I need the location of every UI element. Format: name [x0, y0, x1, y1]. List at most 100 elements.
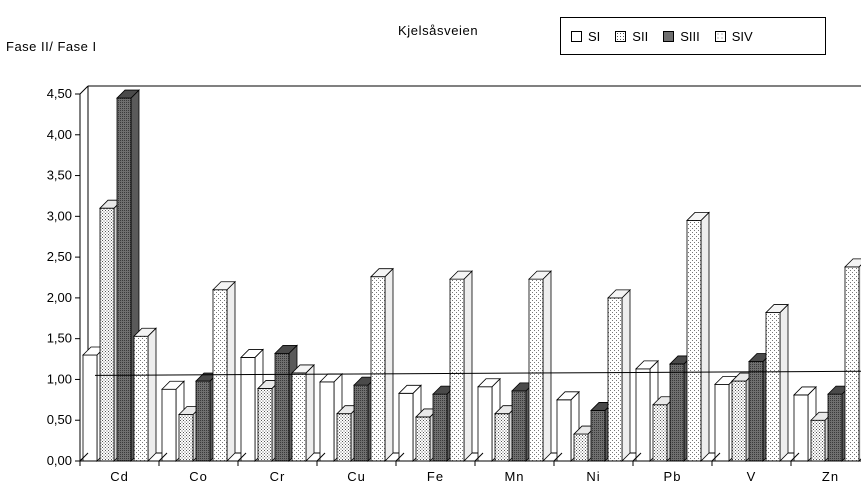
bar-front [353, 384, 369, 462]
legend-swatch-si [571, 30, 582, 42]
y-tick-label: 2,00 [47, 290, 72, 305]
bar-front [116, 97, 132, 462]
bar-front [82, 354, 98, 462]
y-tick-label: 2,50 [47, 249, 72, 264]
bar-top [398, 384, 422, 394]
x-tick-diagonal [711, 452, 721, 462]
legend-item-siv: SIV [714, 28, 753, 44]
x-tick-diagonal [237, 452, 247, 462]
x-tick-label-co: Co [189, 469, 208, 484]
chart-title: Kjelsåsveien [398, 23, 479, 38]
x-tick-diagonal [395, 452, 405, 462]
bar-top [844, 258, 861, 268]
legend-item-sii: SII [615, 29, 648, 44]
y-axis: 0,00 0,50 1,00 1,50 2,00 2,50 3,00 3,50 4,00 4,50 [47, 86, 81, 468]
legend-label-siv: SIV [731, 28, 753, 44]
bar-top [528, 270, 552, 280]
legend-label-sii: SII [632, 28, 649, 44]
legend-swatch-siv [714, 30, 726, 42]
y-axis-title: Fase II/ Fase I [6, 39, 97, 54]
bar-side [621, 288, 631, 462]
x-tick-diagonal [553, 452, 563, 462]
bar-front [573, 433, 589, 462]
bar-siv-pb [686, 211, 710, 462]
bar-front [195, 380, 211, 462]
x-tick-diagonal [632, 452, 642, 462]
y-tick-label: 1,00 [47, 371, 72, 386]
y-tick-label: 3,50 [47, 168, 72, 183]
bar-side [779, 303, 789, 462]
bar-front [714, 383, 730, 462]
y-tick-label: 0,00 [47, 453, 72, 468]
bar-top [161, 380, 185, 390]
bar-side [384, 267, 394, 462]
x-tick-diagonal [474, 452, 484, 462]
bar-top [291, 364, 315, 374]
bar-top [133, 327, 157, 337]
bar-top [212, 281, 236, 291]
bar-side [147, 327, 157, 462]
legend-label-siii: SIII [680, 28, 700, 44]
x-tick-diagonal [316, 452, 326, 462]
bar-siv-ni [607, 288, 631, 462]
x-tick-label-pb: Pb [664, 469, 682, 484]
bar-front [477, 386, 493, 462]
reference-line-group [94, 370, 861, 376]
bar-top [765, 304, 789, 313]
bar-side [542, 270, 552, 462]
bars [82, 89, 861, 462]
x-tick-label-ni: Ni [586, 469, 600, 484]
bar-front [398, 392, 414, 462]
bar-front [99, 207, 115, 462]
y-tick-label: 4,50 [47, 86, 72, 101]
bar-siv-cd [133, 327, 157, 462]
legend: SI SII SIII SIV [560, 17, 826, 55]
bar-top [635, 360, 659, 370]
bar-front [257, 388, 273, 462]
bar-top [116, 89, 140, 99]
bar-front [686, 220, 702, 462]
bar-siv-fe [449, 270, 473, 462]
bar-front [556, 399, 572, 462]
bar-siv-cr [291, 363, 315, 462]
bar-siv-mn [528, 270, 552, 462]
x-tick-label-cr: Cr [270, 469, 286, 484]
bar-top [793, 386, 817, 396]
legend-item-si: SI [571, 29, 600, 44]
bar-top [686, 212, 710, 221]
bar-front [607, 297, 623, 462]
bar-front [274, 352, 290, 462]
frame-top-corner [79, 85, 89, 95]
legend-swatch-sii [615, 30, 627, 42]
x-axis: Cd Co Cr Cu Fe Mn Ni Pb V Zn [79, 452, 861, 484]
bar-top [274, 344, 298, 354]
bar-si-zn [793, 385, 817, 462]
bar-sii-zn [810, 411, 834, 462]
bar-top [240, 349, 264, 358]
bar-siv-v [765, 303, 789, 462]
y-tick-label: 0,50 [47, 412, 72, 427]
bar-siv-co [212, 280, 236, 462]
legend-swatch-siii [663, 30, 675, 42]
bar-top [556, 391, 580, 401]
bar-top [370, 268, 394, 278]
bar-front [511, 390, 527, 462]
y-tick-label: 3,00 [47, 208, 72, 223]
bar-front [432, 393, 448, 462]
reference-line [94, 370, 861, 376]
x-tick-label-cd: Cd [110, 469, 129, 484]
bar-front [765, 312, 781, 462]
bar-front [669, 363, 685, 462]
bar-front [528, 278, 544, 462]
bar-side [226, 280, 236, 462]
bar-front [133, 335, 149, 462]
bar-front [494, 413, 510, 462]
bar-front [810, 419, 826, 462]
bar-front [844, 266, 860, 462]
bar-si-ni [556, 390, 580, 462]
x-tick-label-fe: Fe [427, 469, 444, 484]
y-tick-label: 4,00 [47, 127, 72, 142]
legend-item-siii: SIII [663, 29, 700, 44]
bar-front [449, 278, 465, 462]
